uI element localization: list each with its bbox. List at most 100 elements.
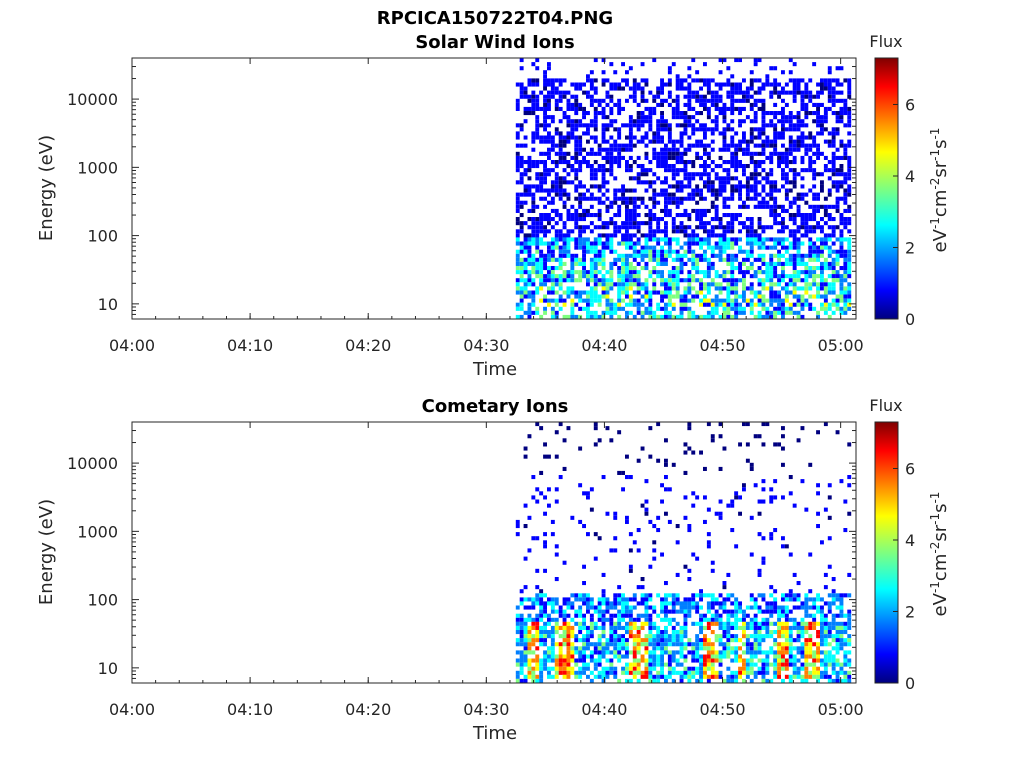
spectrogram-cell	[843, 662, 848, 667]
spectrogram-cell	[804, 233, 809, 238]
spectrogram-cell	[777, 642, 781, 647]
spectrogram-cell	[625, 225, 629, 230]
spectrogram-cell	[703, 160, 707, 165]
spectrogram-cell	[683, 111, 688, 116]
spectrogram-cell	[597, 188, 602, 193]
spectrogram-cell	[706, 609, 711, 614]
spectrogram-cell	[562, 225, 567, 230]
spectrogram-cell	[601, 111, 606, 116]
spectrogram-cell	[710, 597, 715, 602]
spectrogram-cell	[660, 82, 664, 87]
spectrogram-cell	[742, 621, 746, 626]
spectrogram-cell	[831, 601, 836, 606]
spectrogram-cell	[562, 625, 567, 630]
spectrogram-cell	[550, 245, 555, 250]
spectrogram-cell	[765, 278, 770, 283]
spectrogram-cell	[535, 261, 540, 266]
spectrogram-cell	[847, 483, 852, 488]
spectrogram-cell	[816, 646, 820, 651]
spectrogram-cell	[578, 143, 583, 148]
spectrogram-cell	[757, 593, 762, 598]
spectrogram-cell	[816, 225, 820, 230]
spectrogram-cell	[527, 188, 532, 193]
spectrogram-cell	[695, 184, 700, 189]
spectrogram-cell	[562, 135, 567, 140]
spectrogram-cell	[745, 442, 750, 447]
spectrogram-cell	[628, 650, 633, 655]
spectrogram-cell	[554, 654, 559, 659]
spectrogram-cell	[679, 229, 684, 234]
spectrogram-cell	[745, 180, 750, 185]
spectrogram-cell	[570, 261, 575, 266]
spectrogram-cell	[523, 160, 528, 165]
spectrogram-cell	[675, 314, 680, 319]
spectrogram-cell	[535, 131, 540, 136]
spectrogram-cell	[675, 86, 680, 91]
spectrogram-cell	[535, 621, 540, 626]
spectrogram-cell	[843, 147, 848, 152]
spectrogram-cell	[683, 261, 688, 266]
spectrogram-cell	[671, 294, 676, 299]
spectrogram-cell	[523, 168, 528, 173]
spectrogram-cell	[648, 237, 653, 242]
spectrogram-cell	[792, 286, 797, 291]
spectrogram-cell	[566, 119, 571, 124]
spectrogram-cell	[562, 241, 567, 246]
spectrogram-cell	[777, 634, 781, 639]
spectrogram-cell	[667, 151, 672, 156]
spectrogram-cell	[601, 642, 606, 647]
spectrogram-cell	[617, 274, 622, 279]
spectrogram-cell	[823, 617, 828, 622]
spectrogram-cell	[679, 678, 684, 683]
spectrogram-cell	[816, 524, 820, 529]
spectrogram-cell	[667, 184, 672, 189]
spectrogram-cell	[625, 70, 629, 75]
spectrogram-cell	[515, 160, 520, 165]
spectrogram-cell	[827, 654, 832, 659]
spectrogram-cell	[675, 658, 680, 663]
spectrogram-cell	[765, 155, 770, 160]
spectrogram-cell	[687, 213, 692, 218]
spectrogram-cell	[535, 654, 540, 659]
spectrogram-cell	[644, 131, 649, 136]
spectrogram-cell	[652, 634, 657, 639]
spectrogram-cell	[613, 225, 618, 230]
spectrogram-cell	[652, 282, 657, 287]
spectrogram-cell	[519, 164, 524, 169]
spectrogram-cell	[562, 654, 567, 659]
spectrogram-cell	[652, 556, 657, 561]
spectrogram-cell	[710, 662, 715, 667]
spectrogram-cell	[535, 536, 540, 541]
spectrogram-cell	[808, 462, 813, 467]
spectrogram-cell	[543, 442, 547, 447]
spectrogram-cell	[586, 131, 590, 136]
spectrogram-cell	[687, 674, 692, 679]
spectrogram-cell	[827, 261, 832, 266]
spectrogram-cell	[738, 266, 742, 271]
spectrogram-cell	[757, 568, 762, 573]
spectrogram-cell	[605, 306, 610, 311]
spectrogram-cell	[761, 98, 766, 103]
spectrogram-cell	[757, 650, 762, 655]
spectrogram-cell	[597, 102, 602, 107]
spectrogram-cell	[547, 188, 551, 193]
spectrogram-cell	[703, 654, 707, 659]
spectrogram-cell	[656, 302, 661, 307]
spectrogram-cell	[788, 274, 793, 279]
spectrogram-cell	[808, 646, 813, 651]
spectrogram-cell	[601, 601, 606, 606]
spectrogram-cell	[722, 204, 727, 209]
spectrogram-cell	[792, 662, 797, 667]
spectrogram-cell	[578, 650, 583, 655]
spectrogram-cell	[788, 147, 793, 152]
spectrogram-cell	[835, 82, 840, 87]
spectrogram-cell	[609, 650, 614, 655]
spectrogram-cell	[835, 278, 840, 283]
spectrogram-cell	[847, 306, 852, 311]
spectrogram-cell	[718, 298, 723, 303]
spectrogram-cell	[843, 257, 848, 262]
spectrogram-cell	[535, 172, 540, 177]
spectrogram-cell	[562, 298, 567, 303]
spectrogram-cell	[617, 225, 622, 230]
